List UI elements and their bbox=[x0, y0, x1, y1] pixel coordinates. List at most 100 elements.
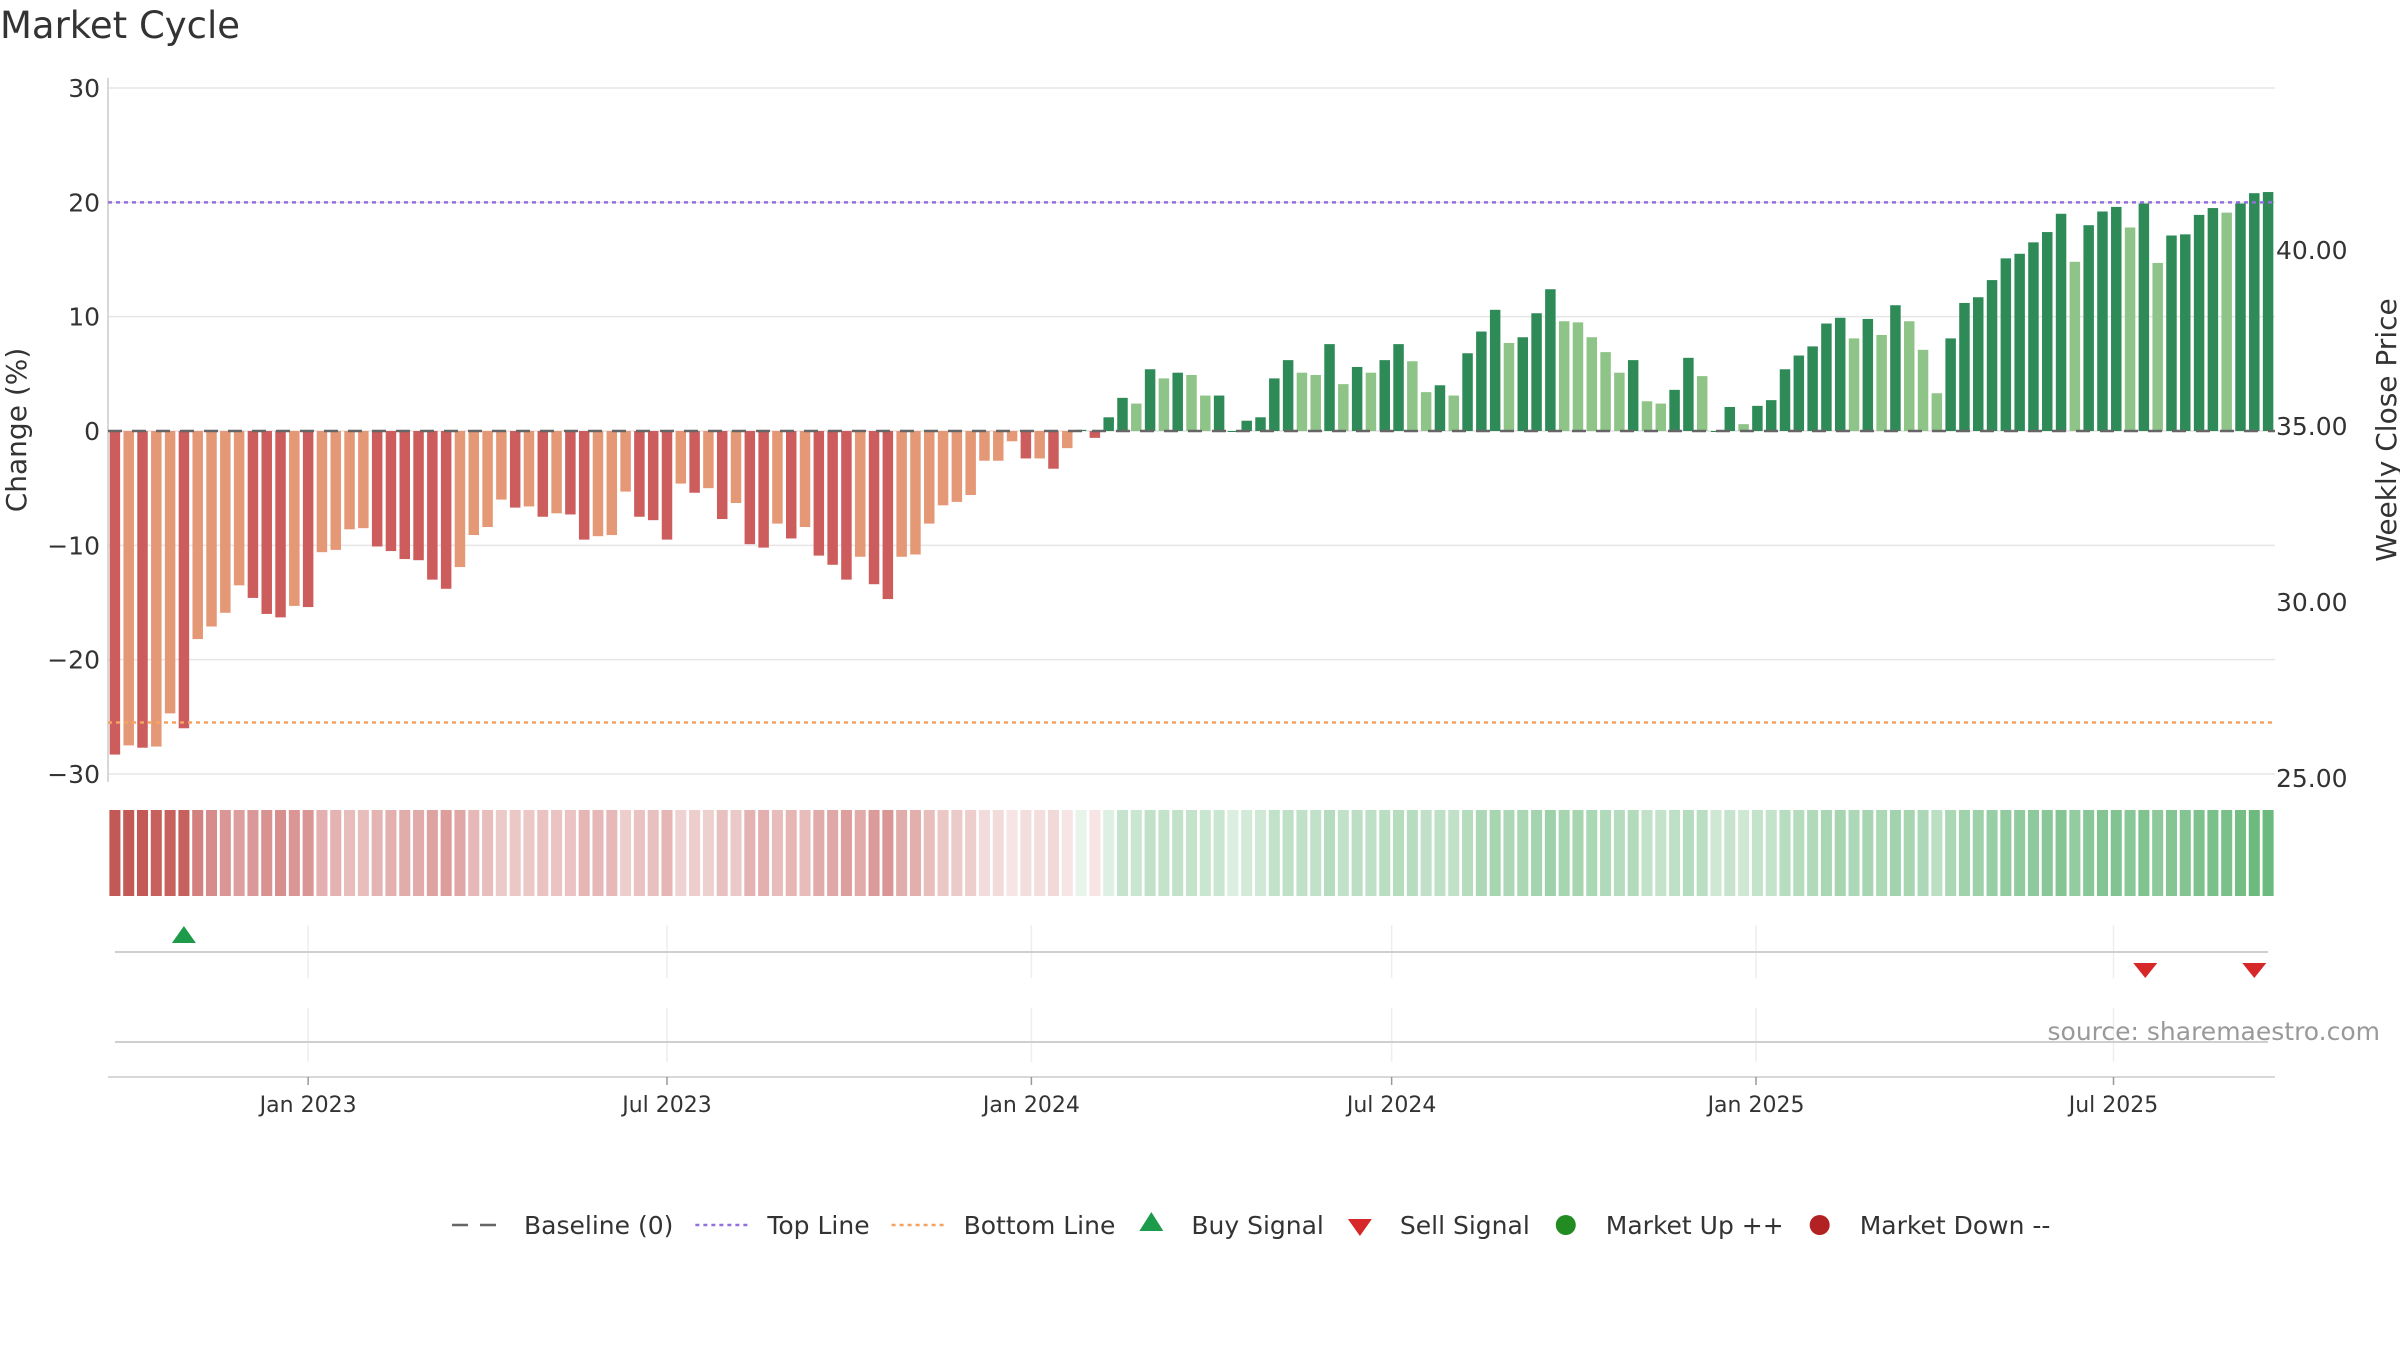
legend-item: Baseline (0) bbox=[452, 1211, 673, 1240]
bar bbox=[1793, 355, 1805, 431]
heat-strip-cell bbox=[1006, 810, 1018, 896]
bar bbox=[1586, 337, 1598, 431]
heat-strip-cell bbox=[1268, 810, 1280, 896]
chart-title: Market Cycle bbox=[0, 4, 241, 47]
bar bbox=[744, 431, 756, 545]
bar bbox=[1821, 323, 1832, 431]
bar bbox=[1531, 313, 1542, 431]
sell-signal-marker bbox=[2133, 963, 2158, 978]
bar bbox=[1476, 331, 1487, 431]
x-tick-label: Jan 2023 bbox=[258, 1093, 357, 1118]
heat-strip-cell bbox=[620, 810, 632, 896]
bar bbox=[1600, 352, 1611, 431]
heat-strip-cell bbox=[1420, 810, 1432, 896]
bar bbox=[1324, 344, 1335, 431]
bar bbox=[1351, 366, 1363, 431]
bar bbox=[1296, 372, 1308, 431]
bar bbox=[2193, 214, 2205, 431]
heat-strip-cell bbox=[854, 810, 866, 896]
bar bbox=[896, 431, 907, 557]
legend-item: Market Down -- bbox=[1809, 1211, 2051, 1240]
heat-strip-cell bbox=[1641, 810, 1653, 896]
bar bbox=[1434, 385, 1446, 431]
y-tick-label: −20 bbox=[47, 646, 100, 675]
legend-label: Top Line bbox=[766, 1211, 869, 1240]
bar bbox=[730, 431, 742, 504]
bar bbox=[1517, 337, 1529, 431]
heat-strip-cell bbox=[468, 810, 480, 896]
heat-strip-cell bbox=[1254, 810, 1267, 896]
bar bbox=[813, 431, 825, 556]
heat-strip-cell bbox=[2207, 810, 2219, 896]
heat-strip-cell bbox=[123, 810, 135, 896]
heat-strip-cell bbox=[2124, 810, 2136, 896]
heat-strip-cell bbox=[1613, 810, 1625, 896]
reference-lines bbox=[108, 201, 2275, 724]
heat-strip-cell bbox=[1531, 810, 1543, 896]
heat-strip-cell bbox=[1503, 810, 1515, 896]
bar bbox=[799, 431, 811, 528]
heat-strip-cell bbox=[1807, 810, 1819, 896]
bar bbox=[1103, 417, 1114, 431]
bar bbox=[2235, 203, 2246, 431]
heat-strip-cell bbox=[937, 810, 949, 896]
heat-strip-cell bbox=[1848, 810, 1860, 896]
legend-label: Market Down -- bbox=[1860, 1211, 2051, 1240]
bar bbox=[109, 431, 121, 755]
heat-strip-cell bbox=[1738, 810, 1750, 896]
bar bbox=[2083, 225, 2094, 431]
bar bbox=[1117, 397, 1128, 431]
heat-strip-cell bbox=[275, 810, 287, 896]
y-right-tick-label: 35.00 bbox=[2276, 412, 2348, 441]
bar bbox=[2111, 206, 2122, 431]
heat-strip-cell bbox=[1296, 810, 1308, 896]
bar bbox=[496, 431, 507, 500]
heat-strip-cell bbox=[1103, 810, 1115, 896]
heat-strip-cell bbox=[868, 810, 880, 896]
circle-icon bbox=[1809, 1215, 1830, 1235]
bar bbox=[261, 431, 272, 614]
heat-strip-cell bbox=[2055, 810, 2067, 896]
heat-strip-cell bbox=[1462, 810, 1474, 896]
bar bbox=[1034, 431, 1045, 459]
bar bbox=[979, 431, 990, 461]
bar bbox=[937, 431, 949, 506]
bar bbox=[192, 431, 203, 640]
bar bbox=[1945, 338, 1956, 431]
triangle-down-icon bbox=[1347, 1219, 1372, 1236]
bar bbox=[592, 431, 604, 537]
heat-strip-cell bbox=[261, 810, 273, 896]
heat-strip-cell bbox=[1724, 810, 1736, 896]
bar bbox=[882, 431, 894, 600]
heat-strip-cell bbox=[882, 810, 894, 896]
heat-strip-cell bbox=[564, 810, 576, 896]
y-tick-label: −30 bbox=[47, 760, 100, 789]
bar bbox=[220, 431, 231, 613]
bar bbox=[2097, 211, 2108, 431]
heat-strip-cell bbox=[1779, 810, 1791, 896]
heat-strip-cell bbox=[1627, 810, 1639, 896]
legend-item: Bottom Line bbox=[891, 1211, 1115, 1240]
bar bbox=[1655, 403, 1667, 431]
heat-strip-cell bbox=[2041, 810, 2053, 896]
heat-strip-cell bbox=[1475, 810, 1487, 896]
heat-strip-cell bbox=[1986, 810, 1998, 896]
y-axis-left: 30 20 10 0 −10 −20 −30 bbox=[47, 74, 100, 789]
heat-strip-cell bbox=[2014, 810, 2026, 896]
bar bbox=[2028, 242, 2039, 431]
bar bbox=[1614, 372, 1625, 431]
bar bbox=[1158, 378, 1170, 431]
bar bbox=[1917, 349, 1929, 431]
heat-strip-cell bbox=[1034, 810, 1046, 896]
heat-strip-cell bbox=[1751, 810, 1763, 896]
heat-strip-cell bbox=[1820, 810, 1832, 896]
bar bbox=[1890, 305, 1901, 431]
bar bbox=[1807, 346, 1818, 431]
bar bbox=[289, 431, 300, 606]
heat-strip-cell bbox=[606, 810, 618, 896]
bar bbox=[1779, 369, 1791, 431]
heat-strip-cell bbox=[827, 810, 839, 896]
bar bbox=[772, 431, 783, 524]
heat-strip-cell bbox=[330, 810, 342, 896]
